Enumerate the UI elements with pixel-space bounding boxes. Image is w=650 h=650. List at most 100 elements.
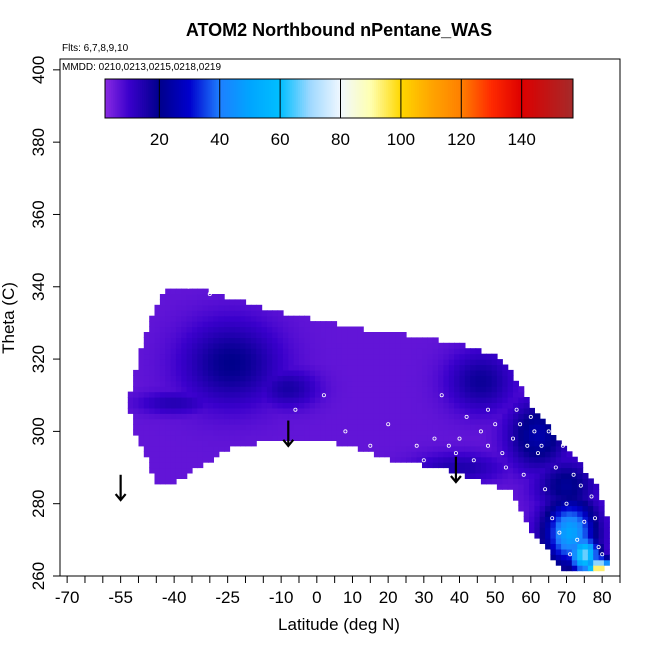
colorbar-segment [498, 79, 502, 118]
heatmap-cell [459, 397, 466, 403]
heatmap-cell [272, 353, 279, 360]
heatmap-cell [427, 375, 434, 382]
heatmap-cell [593, 543, 600, 550]
heatmap-cell [154, 435, 161, 441]
colorbar-segment [395, 79, 398, 118]
heatmap-cell [438, 424, 445, 431]
heatmap-cell [245, 391, 252, 398]
heatmap-cell [406, 440, 412, 447]
heatmap-cell [202, 413, 209, 420]
heatmap-cell [496, 483, 503, 490]
heatmap-cell [464, 462, 471, 469]
heatmap-cell [149, 451, 156, 458]
heatmap-cell [165, 294, 172, 300]
heatmap-cell [202, 440, 209, 447]
colorbar-segment [243, 79, 246, 118]
heatmap-cell [475, 413, 482, 420]
heatmap-cell [186, 304, 193, 311]
colorbar-segment [298, 79, 301, 118]
heatmap-cell [454, 369, 461, 376]
heatmap-cell [218, 326, 225, 333]
colorbar-segment [313, 79, 317, 118]
heatmap-cell [379, 429, 386, 436]
heatmap-cell [325, 337, 332, 344]
heatmap-cell [368, 391, 375, 398]
heatmap-cell [395, 435, 402, 441]
sample-points [186, 284, 605, 557]
heatmap-cell [261, 326, 268, 333]
heatmap-cell [250, 424, 257, 431]
heatmap-cell [234, 364, 241, 371]
heatmap-cell [229, 407, 236, 414]
heatmap-cell [266, 359, 273, 366]
heatmap-cell [550, 548, 557, 555]
heatmap-cell [250, 435, 257, 441]
heatmap-cell [192, 386, 198, 393]
heatmap-cell [550, 451, 557, 458]
heatmap-cell [250, 402, 257, 409]
x-tick-label: 60 [521, 588, 540, 607]
heatmap-cell [502, 407, 509, 414]
heatmap-cell [513, 418, 519, 425]
heatmap-cell [379, 364, 386, 371]
colorbar-segment [424, 79, 428, 118]
colorbar-segment [206, 79, 209, 118]
heatmap-cell [427, 380, 434, 387]
heatmap-cell [282, 332, 289, 338]
heatmap-cell [406, 359, 412, 366]
heatmap-cell [315, 353, 321, 360]
sample-point [510, 436, 515, 441]
heatmap-cell [325, 353, 332, 360]
heatmap-cell [288, 397, 295, 403]
colorbar-segment [303, 79, 307, 118]
heatmap-cell [464, 435, 471, 441]
heatmap-cell [154, 478, 161, 485]
heatmap-cell [293, 369, 300, 376]
heatmap-cell [480, 424, 487, 431]
heatmap-cell [149, 386, 156, 393]
heatmap-cell [438, 364, 445, 371]
heatmap-cell [331, 407, 338, 414]
colorbar-segment [118, 79, 122, 118]
heatmap-cell [175, 413, 182, 420]
heatmap-cell [598, 521, 605, 528]
heatmap-cell [325, 375, 332, 382]
heatmap-cell [475, 407, 482, 414]
heatmap-cell [218, 332, 225, 338]
heatmap-cell [277, 429, 284, 436]
heatmap-cell [491, 386, 498, 393]
heatmap-cell [368, 332, 375, 338]
heatmap-cell [411, 380, 418, 387]
heatmap-cell [363, 440, 370, 447]
heatmap-cell [240, 429, 247, 436]
heatmap-cell [266, 348, 273, 355]
heatmap-cell [208, 364, 214, 371]
heatmap-cell [443, 353, 450, 360]
heatmap-cell [480, 413, 487, 420]
colorbar-segment [508, 79, 512, 118]
heatmap-cell [389, 386, 396, 393]
heatmap-cell [555, 445, 562, 452]
heatmap-cell [186, 418, 193, 425]
sample-point [514, 407, 519, 412]
heatmap-cell [293, 397, 300, 403]
heatmap-cell [561, 559, 568, 566]
heatmap-cell [529, 440, 535, 447]
heatmap-cell [165, 304, 172, 311]
heatmap-cell [347, 359, 354, 366]
heatmap-cell [208, 413, 214, 420]
sample-point [500, 451, 505, 456]
heatmap-cell [598, 538, 605, 544]
heatmap-cell [432, 397, 439, 403]
heatmap-cell [550, 473, 557, 479]
heatmap-cell [411, 435, 418, 441]
heatmap-cell [159, 473, 166, 479]
heatmap-cell [224, 315, 231, 322]
heatmap-cell [502, 391, 509, 398]
heatmap-cell [598, 565, 605, 572]
heatmap-cell [470, 380, 477, 387]
arrow-head [114, 493, 127, 502]
heatmap-cell [299, 353, 305, 360]
heatmap-cell [181, 326, 188, 333]
heatmap-cell [603, 554, 610, 561]
